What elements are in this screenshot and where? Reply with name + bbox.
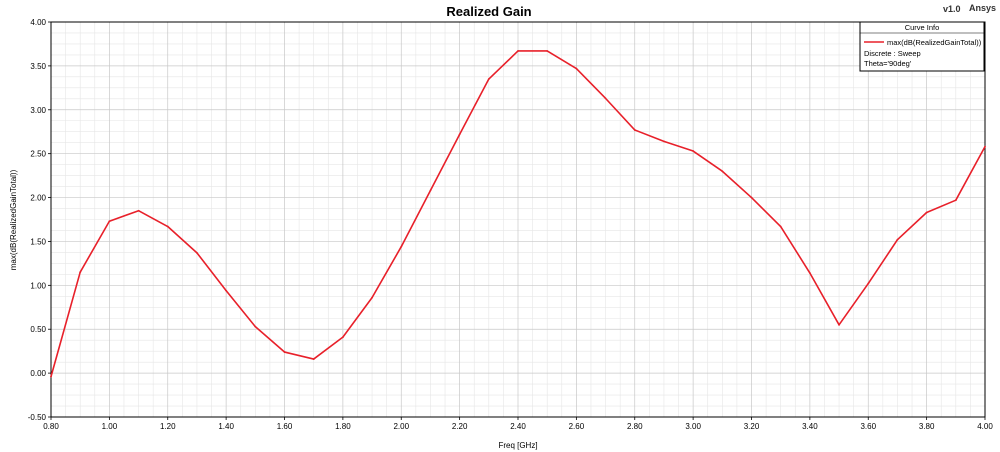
y-tick-label: 3.50 (30, 62, 46, 71)
legend-title: Curve Info (905, 23, 940, 32)
x-axis-label: Freq [GHz] (498, 441, 537, 450)
data-point (108, 220, 111, 223)
x-tick-label: 1.40 (218, 422, 234, 431)
data-point (137, 209, 140, 212)
data-point (166, 225, 169, 228)
data-point (400, 245, 403, 248)
data-point (954, 199, 957, 202)
x-tick-label: 3.80 (919, 422, 935, 431)
legend-box[interactable]: Curve Info max(dB(RealizedGainTotal)) Di… (859, 21, 985, 72)
data-point (283, 351, 286, 353)
data-point (779, 225, 782, 228)
data-point (371, 296, 373, 299)
data-point (312, 358, 315, 360)
data-point (663, 140, 665, 143)
data-point (750, 196, 753, 199)
series-points (50, 50, 986, 378)
y-tick-label: 3.00 (30, 106, 46, 115)
x-tick-label: 3.00 (685, 422, 701, 431)
data-point (808, 272, 811, 274)
data-point (575, 67, 578, 70)
data-point (196, 251, 198, 254)
data-point (867, 282, 870, 285)
data-point (225, 289, 228, 292)
data-point (984, 145, 986, 148)
x-tick-label: 1.00 (102, 422, 118, 431)
data-point (487, 78, 490, 80)
data-point (838, 323, 840, 326)
data-point (458, 133, 461, 136)
axis-ticks: 0.80 1.00 1.20 1.40 1.60 1.80 2.00 2.20 2.40 2.60… (28, 18, 994, 431)
x-tick-label: 0.80 (43, 422, 59, 431)
legend-series-label: max(dB(RealizedGainTotal)) (887, 38, 982, 47)
data-point (896, 238, 899, 241)
y-tick-label: 1.50 (30, 237, 46, 246)
x-tick-label: 3.60 (860, 422, 876, 431)
x-tick-label: 2.60 (569, 422, 585, 431)
y-tick-label: 0.00 (30, 369, 46, 378)
y-tick-label: 2.00 (30, 194, 46, 203)
grid (50, 21, 986, 418)
x-tick-label: 2.80 (627, 422, 643, 431)
x-tick-label: 1.60 (277, 422, 293, 431)
data-point (925, 211, 928, 214)
brand-label: Ansys (969, 3, 996, 13)
y-tick-label: 0.50 (30, 325, 46, 334)
x-tick-label: 3.20 (744, 422, 760, 431)
x-tick-label: 2.20 (452, 422, 468, 431)
data-point (604, 97, 607, 100)
legend-line-2: Theta='90deg' (864, 59, 912, 68)
x-tick-label: 3.40 (802, 422, 818, 431)
data-point (341, 336, 344, 339)
data-point (50, 375, 52, 378)
data-point (254, 325, 257, 328)
data-point (633, 129, 636, 131)
y-axis-label: max(dB(RealizedGainTotal)) (9, 169, 18, 270)
legend-frame (859, 21, 985, 72)
chart-title: Realized Gain (446, 4, 531, 19)
x-tick-label: 4.00 (977, 422, 993, 431)
data-point (721, 170, 724, 173)
x-tick-label: 2.40 (510, 422, 526, 431)
x-tick-label: 1.80 (335, 422, 351, 431)
x-tick-label: 2.00 (393, 422, 409, 431)
x-tick-label: 1.20 (160, 422, 176, 431)
data-point (429, 189, 432, 192)
data-point (79, 271, 82, 274)
version-label: v1.0 (943, 4, 961, 14)
y-tick-label: 2.50 (30, 150, 46, 159)
data-point (546, 50, 549, 52)
y-tick-label: 4.00 (30, 18, 46, 27)
data-point (692, 150, 695, 152)
data-point (517, 50, 519, 52)
y-tick-label: -0.50 (28, 413, 47, 422)
legend-line-1: Discrete : Sweep (864, 49, 921, 58)
y-tick-label: 1.00 (30, 281, 46, 290)
